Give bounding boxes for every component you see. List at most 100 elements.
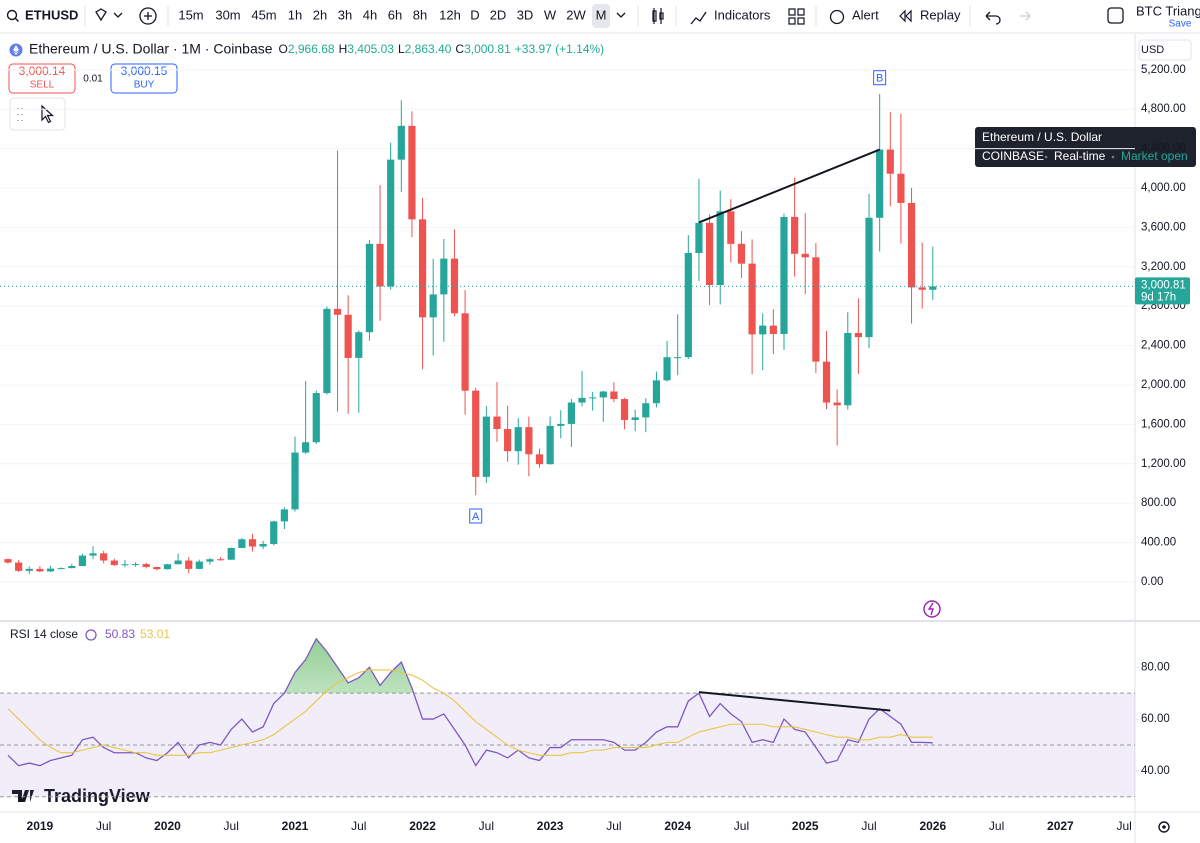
toolbar-button[interactable]: Indicators [714,7,771,22]
time-tick-label: Jul [1116,819,1131,833]
candle-body [142,564,150,568]
rsi-line [7,637,933,767]
candle-body [493,416,501,430]
chart-type-icon[interactable] [652,8,664,24]
price-tick-label: 4,800.00 [1141,103,1186,115]
quote-change: +33.97 (+1.14%) [515,42,604,56]
compare-icon[interactable] [95,8,107,22]
search-icon[interactable] [6,9,18,21]
currency[interactable]: USD [1141,44,1164,56]
candle-body [323,308,331,394]
rsi-icon[interactable] [85,629,97,641]
interval[interactable]: 4h [363,7,377,22]
interval[interactable]: 12h [439,7,461,22]
candle-body [163,564,172,570]
interval[interactable]: W [544,7,557,22]
candle-body [121,564,129,566]
buy-button[interactable] [110,63,178,94]
rsi-tick-label: 60.00 [1141,713,1170,725]
undo-icon[interactable] [985,11,1001,25]
quote-title: Ethereum / U.S. Dollar · 1M · Coinbase [29,41,273,57]
candle-body [302,442,310,453]
layout-name[interactable]: BTC Triang [1136,3,1200,18]
interval[interactable]: 30m [215,7,240,22]
rsi-value: 50.83 [105,627,135,641]
dropdown-icon[interactable] [113,12,123,18]
candle-body [504,429,512,452]
candle-body [217,559,225,561]
candle-body [387,159,395,287]
time-tick-label: Jul [861,819,876,833]
tooltip-status: Market open [1121,149,1188,163]
ohlc-value: 2,863.40 [405,42,452,56]
interval-dropdown[interactable] [616,12,626,18]
add-symbol-icon[interactable] [139,7,157,25]
price-tick-label: 400.00 [1141,537,1176,549]
replay-icon[interactable] [899,9,912,23]
annotation-box [873,70,887,86]
candle-body [238,539,246,549]
separator-dot [1111,155,1115,159]
time-tick-label: 2024 [664,819,691,833]
interval[interactable]: 3D [517,7,534,22]
price-tick-label: 3,200.00 [1141,261,1186,273]
trend-line [698,148,881,224]
candle-body [68,566,76,569]
sell-label[interactable]: SELL [30,80,55,91]
buy-label[interactable]: BUY [134,80,155,91]
interval[interactable]: 8h [413,7,427,22]
interval[interactable]: 2D [490,7,507,22]
candle-body [89,553,97,556]
candle-body [312,393,320,443]
candle-body [270,521,278,544]
candle-body [652,380,661,404]
interval[interactable]: 15m [178,7,203,22]
price-tick-label: 2,400.00 [1141,340,1186,352]
candle-body [684,253,692,358]
time-tick-label: 2022 [409,819,436,833]
tooltip-exchange: COINBASE [982,149,1044,163]
replay-badge[interactable] [923,600,941,618]
toolbar-button[interactable]: Alert [852,7,879,22]
time-tick-label: 2027 [1047,819,1074,833]
save-button[interactable]: Save [1169,19,1192,30]
interval[interactable]: 45m [251,7,276,22]
candle-body [4,559,12,563]
time-tick-label: Jul [734,819,749,833]
interval[interactable]: 2W [566,7,586,22]
settings-icon[interactable] [1158,821,1170,833]
interval[interactable]: 3h [338,7,352,22]
candle-body [642,403,650,418]
candle-body [195,561,203,569]
interval[interactable]: D [470,7,479,22]
redo-icon[interactable] [1020,11,1031,21]
candle-body [376,243,384,287]
buy-price[interactable]: 3,000.15 [121,64,168,78]
brand-logo [12,790,34,802]
candle-body [705,222,714,286]
interval[interactable]: 2h [313,7,327,22]
templates-icon[interactable] [788,8,805,25]
sell-button[interactable] [8,63,76,94]
cursor-tool[interactable] [41,104,55,124]
candle-body [865,217,873,338]
layout-icon[interactable] [1107,7,1124,24]
interval[interactable]: M [596,7,607,22]
interval[interactable]: 6h [388,7,402,22]
currency-button[interactable] [1138,39,1192,61]
candle-body [57,568,65,570]
alert-icon[interactable] [829,9,845,25]
last-price-box [1135,277,1190,305]
sell-price[interactable]: 3,000.14 [19,64,66,78]
candle-body [674,357,682,359]
rsi-tick-label: 40.00 [1141,765,1170,777]
candle-body [876,149,884,218]
indicators-icon[interactable] [690,11,707,25]
candle-body [599,391,607,398]
interval[interactable]: 1h [288,7,302,22]
toolbar-button[interactable]: Replay [920,7,961,22]
drag-handle[interactable] [17,108,23,121]
candle-body [280,509,288,522]
symbol[interactable]: ETHUSD [25,7,78,22]
